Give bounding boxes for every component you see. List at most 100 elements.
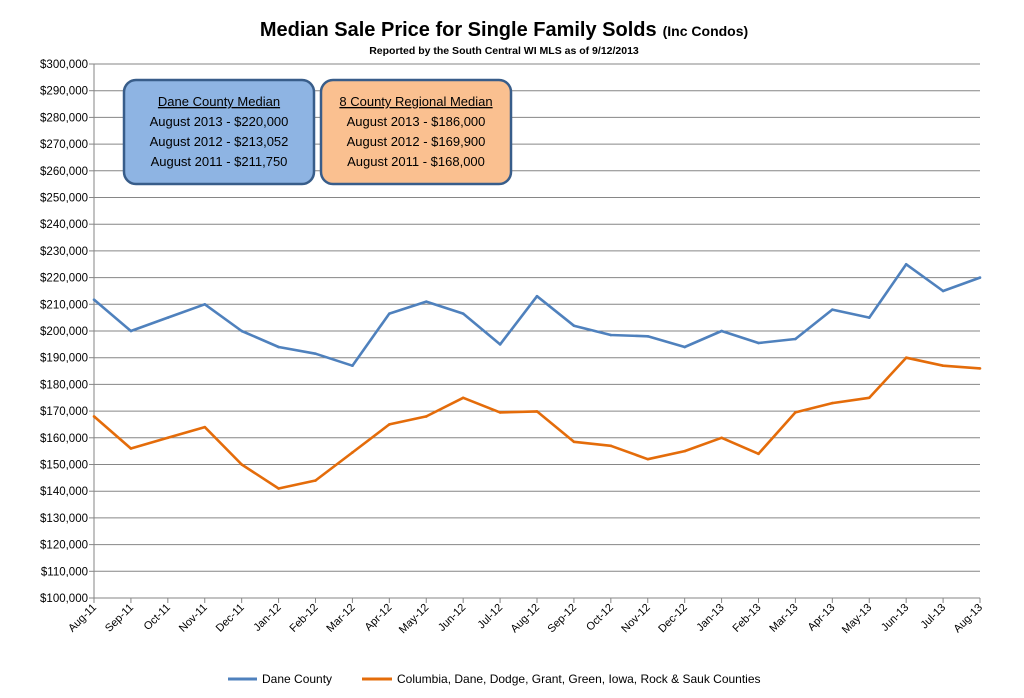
x-tick-label: Jun-13 [879,602,911,634]
data-point [535,410,539,413]
data-point [646,457,650,461]
data-point [240,463,243,466]
y-tick-label: $280,000 [40,112,88,124]
data-point [277,487,280,490]
y-tick-label: $250,000 [40,193,88,205]
x-tick-label: Apr-13 [806,602,838,634]
y-tick-label: $190,000 [40,353,88,365]
data-point [277,345,280,349]
y-tick-label: $200,000 [40,326,88,338]
annotation-box-0: Dane County Median August 2013 - $220,000… [122,78,316,186]
data-point [978,367,982,370]
series-line-0 [93,262,981,368]
x-tick-label: Feb-13 [730,602,763,635]
data-point [461,312,465,315]
data-point [572,324,576,327]
data-point [831,401,834,405]
y-tick-label: $240,000 [40,219,88,231]
y-tick-label: $150,000 [40,460,88,472]
data-point [92,298,96,301]
chart-subtitle: Reported by the South Central WI MLS as … [369,45,639,57]
axes [89,63,981,603]
x-tick-label: Jun-12 [436,602,468,634]
data-point [351,451,354,454]
y-tick-label: $100,000 [40,593,88,605]
x-tick-label: May-12 [397,602,431,636]
data-point [757,452,760,456]
data-point [535,294,539,298]
series-points-1 [92,356,982,490]
x-tick-label: Mar-13 [767,602,800,635]
y-tick-label: $290,000 [40,86,88,98]
chart-title-suffix: (Inc Condos) [663,23,749,39]
annotation-box-background [319,78,513,186]
data-point [92,415,96,418]
y-axis-ticks: $100,000 $110,000 $120,000 $130,000 $140,000… [40,59,88,605]
x-tick-label: Aug-11 [66,602,99,635]
data-point [646,335,650,338]
series-points-0 [92,262,982,368]
x-tick-label: Jul-13 [919,602,949,632]
data-point [498,411,502,414]
data-point [203,425,207,429]
data-point [388,423,391,426]
y-tick-label: $270,000 [40,139,88,151]
data-point [203,303,207,306]
y-tick-label: $220,000 [40,273,88,285]
data-point [572,440,576,444]
data-point [941,364,945,368]
x-tick-label: Feb-12 [287,602,320,635]
data-point [461,396,465,400]
chart-title-main: Median Sale Price for Single Family Sold… [260,19,657,41]
legend: Dane County Columbia, Dane, Dodge, Grant,… [228,672,761,686]
x-tick-label: Oct-11 [142,602,173,633]
x-tick-label: Jan-13 [694,602,726,634]
annotation-line: August 2011 - $168,000 [347,154,485,169]
data-point [166,436,170,440]
series-lines [92,262,982,490]
x-tick-label: Dec-12 [656,602,690,636]
y-tick-label: $180,000 [40,379,88,391]
y-tick-label: $260,000 [40,166,88,178]
annotation-box-1: 8 County Regional Median August 2013 - $1… [319,78,513,186]
data-point [720,329,723,333]
data-point [904,262,908,266]
data-point [314,352,317,355]
data-point [314,479,317,482]
y-tick-label: $160,000 [40,433,88,445]
data-point [388,312,391,315]
data-point [978,276,982,279]
data-point [683,449,686,453]
data-point [941,289,945,293]
x-tick-label: Aug-13 [952,602,986,636]
x-tick-label: Sep-11 [103,602,136,635]
data-point [867,316,871,319]
data-point [683,345,686,349]
y-tick-label: $230,000 [40,246,88,258]
y-tick-label: $120,000 [40,540,88,552]
annotation-line: August 2012 - $169,900 [347,134,486,149]
data-point [867,396,871,400]
x-axis-ticks: Aug-11 Sep-11 Oct-11 Nov-11 Dec-11 Jan-12 Feb-… [66,602,985,636]
x-tick-label: Dec-11 [214,602,247,635]
data-point [904,356,908,360]
legend-label: Columbia, Dane, Dodge, Grant, Green, Iow… [397,672,761,686]
annotation-heading: Dane County Median [158,94,280,109]
y-tick-label: $210,000 [40,299,88,311]
chart-title: Median Sale Price for Single Family Sold… [260,19,748,41]
y-tick-label: $300,000 [40,59,88,71]
data-point [240,329,243,333]
y-tick-label: $110,000 [41,566,88,578]
x-tick-label: Oct-12 [584,602,616,634]
series-line-1 [93,356,981,490]
x-tick-label: Aug-12 [509,602,543,636]
data-point [609,333,613,337]
data-point [794,337,797,341]
x-tick-label: Apr-12 [363,602,395,634]
data-point [351,364,354,368]
annotation-heading: 8 County Regional Median [339,94,492,109]
data-point [424,415,428,418]
y-tick-label: $130,000 [40,513,88,525]
x-tick-label: Nov-12 [619,602,653,636]
